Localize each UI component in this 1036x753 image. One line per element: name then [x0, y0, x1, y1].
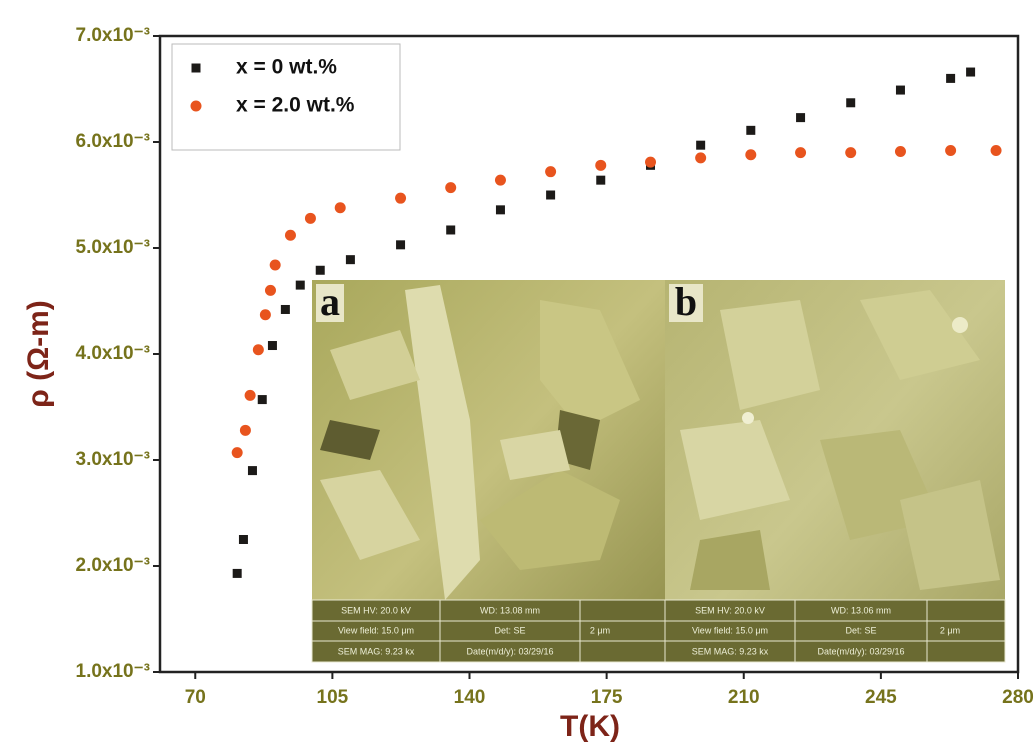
data-point — [696, 141, 705, 150]
data-point — [596, 176, 605, 185]
data-point — [645, 157, 656, 168]
data-point — [265, 285, 276, 296]
info-text: 2 μm — [940, 625, 960, 635]
data-point — [239, 535, 248, 544]
info-text: SEM MAG: 9.23 kx — [338, 646, 415, 656]
data-point — [846, 98, 855, 107]
x-axis-label: T(K) — [560, 710, 620, 743]
data-point — [248, 466, 257, 475]
data-point — [245, 390, 256, 401]
data-point — [240, 425, 251, 436]
data-point — [966, 68, 975, 77]
x-tick-label: 280 — [1002, 687, 1034, 708]
info-text: Det: SE — [845, 625, 876, 635]
x-tick-label: 105 — [317, 687, 349, 708]
data-point — [396, 240, 405, 249]
panel-label: b — [675, 279, 697, 324]
info-text: Date(m/d/y): 03/29/16 — [466, 646, 553, 656]
x-tick-label: 140 — [454, 687, 486, 708]
y-tick-label: 4.0x10⁻³ — [76, 343, 150, 364]
data-point — [545, 166, 556, 177]
data-point — [495, 175, 506, 186]
info-text: View field: 15.0 μm — [338, 625, 414, 635]
y-axis-label: ρ (Ω-m) — [22, 300, 55, 408]
x-tick-label: 175 — [591, 687, 623, 708]
data-point — [395, 193, 406, 204]
data-point — [232, 447, 243, 458]
info-text: WD: 13.06 mm — [831, 605, 891, 615]
data-point — [896, 86, 905, 95]
legend-marker — [191, 101, 202, 112]
info-text: View field: 15.0 μm — [692, 625, 768, 635]
y-tick-label: 7.0x10⁻³ — [76, 25, 150, 46]
data-point — [445, 182, 456, 193]
legend-label: x = 0 wt.% — [236, 56, 337, 79]
data-point — [296, 281, 305, 290]
data-point — [746, 126, 755, 135]
info-text: 2 μm — [590, 625, 610, 635]
y-tick-label: 6.0x10⁻³ — [76, 131, 150, 152]
data-point — [305, 213, 316, 224]
data-point — [233, 569, 242, 578]
data-point — [281, 305, 290, 314]
data-point — [335, 202, 346, 213]
info-text: SEM HV: 20.0 kV — [695, 605, 765, 615]
info-text: Date(m/d/y): 03/29/16 — [817, 646, 904, 656]
info-text: Det: SE — [494, 625, 525, 635]
x-tick-label: 210 — [728, 687, 760, 708]
data-point — [795, 147, 806, 158]
data-point — [260, 309, 271, 320]
legend-marker — [192, 64, 201, 73]
data-point — [745, 149, 756, 160]
data-point — [991, 145, 1002, 156]
data-point — [946, 74, 955, 83]
info-text: SEM HV: 20.0 kV — [341, 605, 411, 615]
data-point — [346, 255, 355, 264]
y-tick-label: 5.0x10⁻³ — [76, 237, 150, 258]
data-point — [695, 152, 706, 163]
chart: a b SEM HV: 20.0 kV WD: 13.08 mm View fi… — [0, 0, 1036, 748]
data-point — [595, 160, 606, 171]
data-point — [285, 230, 296, 241]
y-tick-label: 1.0x10⁻³ — [76, 661, 150, 682]
info-text: SEM MAG: 9.23 kx — [692, 646, 769, 656]
data-point — [546, 191, 555, 200]
data-point — [496, 205, 505, 214]
data-point — [945, 145, 956, 156]
data-point — [895, 146, 906, 157]
data-point — [446, 225, 455, 234]
x-tick-label: 70 — [185, 687, 206, 708]
y-tick-label: 3.0x10⁻³ — [76, 449, 150, 470]
data-point — [270, 259, 281, 270]
legend-label: x = 2.0 wt.% — [236, 94, 355, 117]
data-point — [253, 344, 264, 355]
data-point — [796, 113, 805, 122]
data-point — [258, 395, 267, 404]
info-text: WD: 13.08 mm — [480, 605, 540, 615]
panel-label: a — [320, 279, 340, 324]
data-point — [845, 147, 856, 158]
x-tick-label: 245 — [865, 687, 897, 708]
y-tick-label: 2.0x10⁻³ — [76, 555, 150, 576]
data-point — [268, 341, 277, 350]
data-point — [316, 266, 325, 275]
